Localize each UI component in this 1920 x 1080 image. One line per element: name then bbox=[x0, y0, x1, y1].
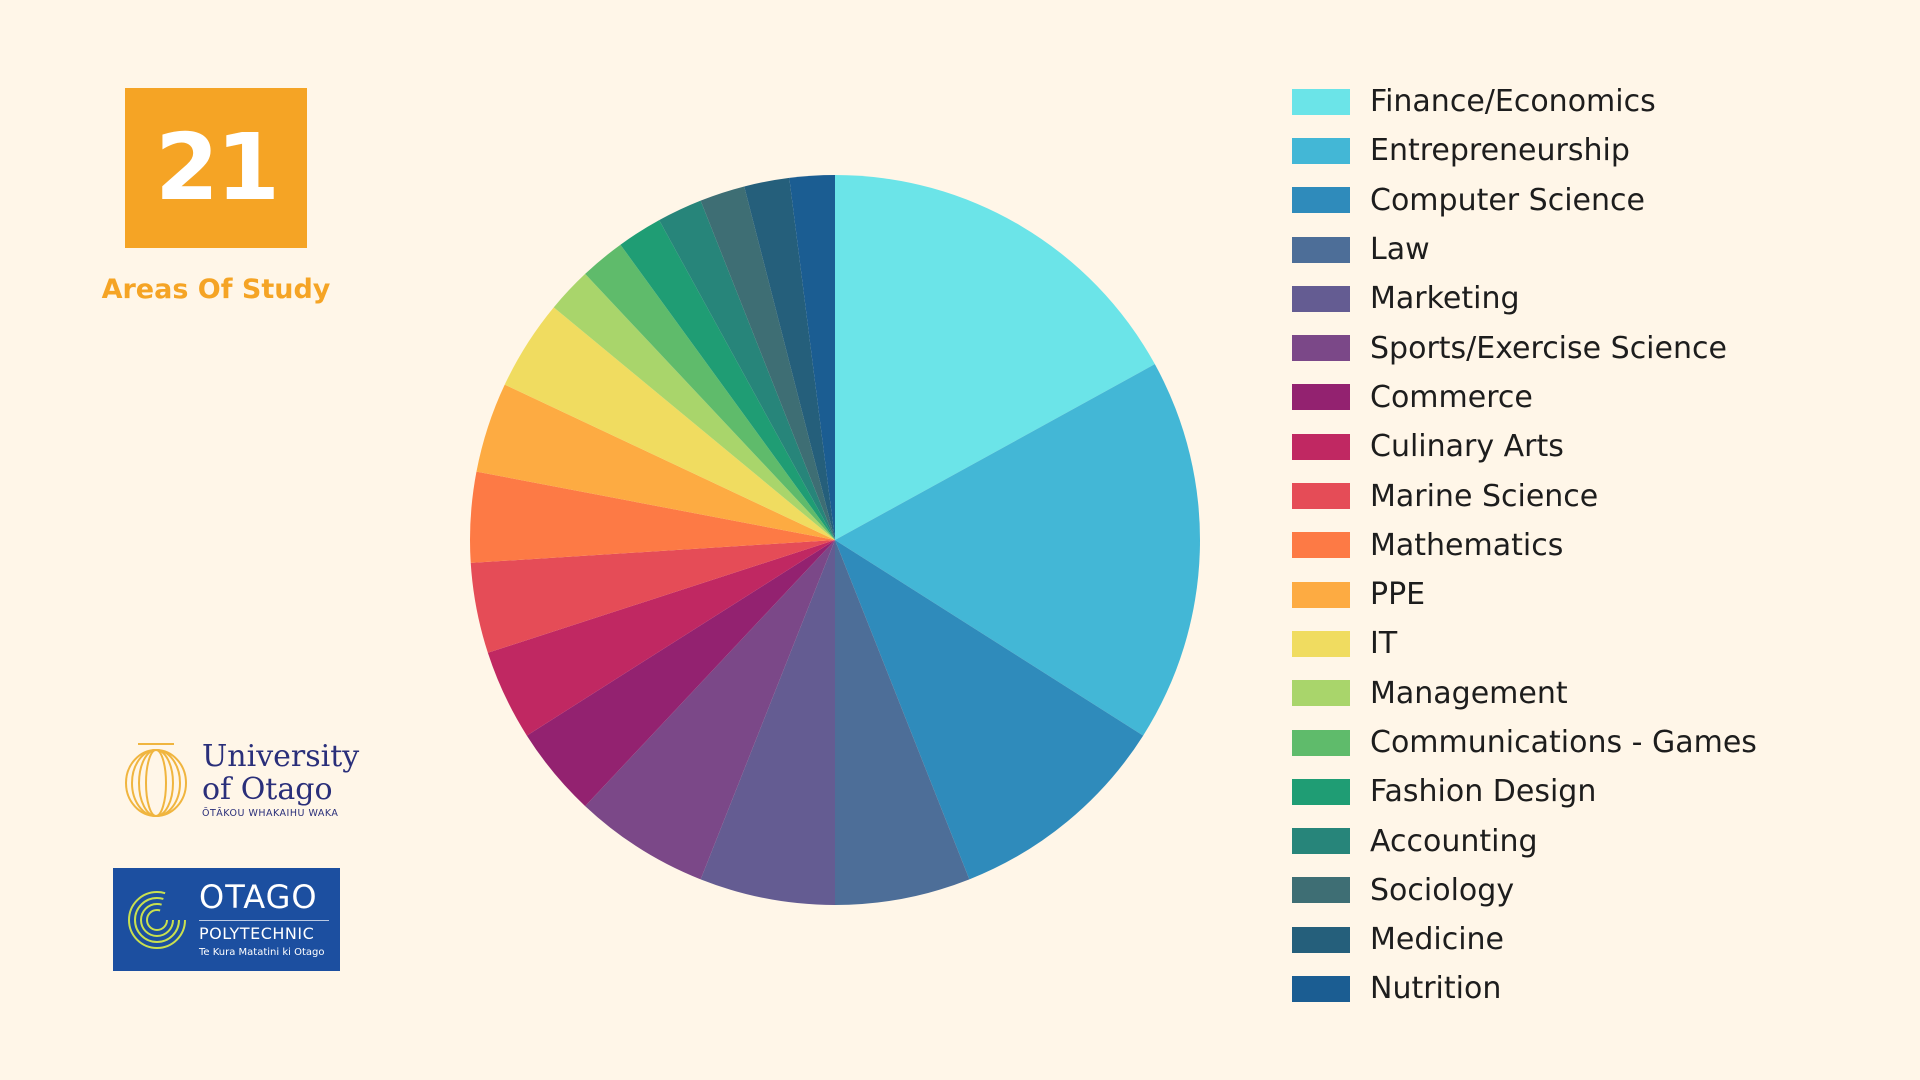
legend-item: Computer Science bbox=[1292, 176, 1757, 225]
legend-item: Marketing bbox=[1292, 274, 1757, 323]
stat-number: 21 bbox=[154, 114, 280, 221]
legend-label: Medicine bbox=[1370, 922, 1505, 958]
legend-item: Finance/Economics bbox=[1292, 77, 1757, 126]
legend-item: Nutrition bbox=[1292, 964, 1757, 1013]
legend-item: Law bbox=[1292, 225, 1757, 274]
pie-slice-nutrition bbox=[789, 175, 835, 540]
legend-label: Accounting bbox=[1370, 823, 1538, 859]
legend-swatch bbox=[1292, 877, 1350, 904]
legend-item: Mathematics bbox=[1292, 521, 1757, 570]
legend-label: Law bbox=[1370, 232, 1430, 268]
legend-swatch bbox=[1292, 187, 1350, 214]
legend-label: Marketing bbox=[1370, 281, 1520, 317]
legend-label: Sports/Exercise Science bbox=[1370, 330, 1727, 366]
chart-legend: Finance/Economics Entrepreneurship Compute… bbox=[1292, 77, 1757, 1014]
legend-swatch bbox=[1292, 532, 1350, 559]
pie-slice-accounting bbox=[659, 200, 835, 540]
pie-chart bbox=[470, 175, 1200, 905]
pie-slice-ppe bbox=[476, 384, 835, 540]
pie-slice-sociology bbox=[700, 186, 835, 540]
legend-item: Sports/Exercise Science bbox=[1292, 323, 1757, 372]
stat-box: 21 bbox=[125, 88, 307, 248]
legend-label: PPE bbox=[1370, 577, 1426, 613]
legend-label: Marine Science bbox=[1370, 478, 1599, 514]
university-subtitle: ŌTĀKOU WHAKAIHU WAKA bbox=[202, 808, 339, 819]
legend-label: Communications - Games bbox=[1370, 725, 1757, 760]
pie-slice-it bbox=[504, 307, 835, 540]
university-name-line2: of Otago bbox=[202, 772, 333, 807]
legend-label: Nutrition bbox=[1370, 971, 1502, 1007]
legend-label: Sociology bbox=[1370, 872, 1515, 908]
legend-item: Medicine bbox=[1292, 915, 1757, 964]
pie-slice-entrepreneurship bbox=[835, 364, 1200, 736]
legend-item: Fashion Design bbox=[1292, 767, 1757, 816]
legend-label: IT bbox=[1370, 626, 1398, 662]
legend-swatch bbox=[1292, 630, 1350, 657]
legend-item: Marine Science bbox=[1292, 471, 1757, 520]
pie-slice-sports-exercise-science bbox=[585, 540, 835, 880]
pie-slice-marine-science bbox=[470, 540, 835, 653]
university-of-otago-logo: University of Otago ŌTĀKOU WHAKAIHU WAKA bbox=[118, 738, 359, 822]
legend-swatch bbox=[1292, 975, 1350, 1002]
polytechnic-sub: POLYTECHNIC bbox=[199, 924, 315, 943]
legend-label: Entrepreneurship bbox=[1370, 133, 1630, 169]
legend-swatch bbox=[1292, 729, 1350, 756]
legend-swatch bbox=[1292, 778, 1350, 805]
legend-label: Finance/Economics bbox=[1370, 84, 1656, 120]
pie-slice-computer-science bbox=[835, 540, 1144, 880]
polytechnic-divider bbox=[199, 920, 329, 921]
legend-item: Communications - Games bbox=[1292, 718, 1757, 767]
pie-slice-culinary-arts bbox=[487, 540, 835, 736]
legend-swatch bbox=[1292, 335, 1350, 362]
polytechnic-tagline: Te Kura Matatini ki Otago bbox=[199, 947, 325, 958]
legend-swatch bbox=[1292, 581, 1350, 608]
pie-slice-commerce bbox=[526, 540, 835, 807]
pie-slice-mathematics bbox=[470, 471, 835, 563]
legend-swatch bbox=[1292, 285, 1350, 312]
pie-slice-finance-economics bbox=[835, 175, 1155, 540]
legend-label: Fashion Design bbox=[1370, 774, 1597, 810]
legend-item: Culinary Arts bbox=[1292, 422, 1757, 471]
pie-slice-marketing bbox=[700, 540, 835, 905]
stat-caption: Areas Of Study bbox=[101, 274, 331, 305]
legend-item: Commerce bbox=[1292, 373, 1757, 422]
legend-item: Entrepreneurship bbox=[1292, 126, 1757, 175]
polytechnic-name: OTAGO bbox=[199, 878, 318, 916]
pie-slice-management bbox=[553, 273, 835, 540]
pie-slice-communications-games bbox=[585, 244, 835, 540]
legend-label: Culinary Arts bbox=[1370, 429, 1564, 465]
legend-swatch bbox=[1292, 236, 1350, 263]
legend-label: Commerce bbox=[1370, 379, 1533, 415]
pie-slice-medicine bbox=[744, 177, 835, 541]
legend-label: Management bbox=[1370, 675, 1568, 711]
legend-item: IT bbox=[1292, 619, 1757, 668]
legend-swatch bbox=[1292, 680, 1350, 707]
legend-swatch bbox=[1292, 433, 1350, 460]
university-name: University of Otago bbox=[202, 740, 359, 806]
pie-slice-law bbox=[835, 540, 970, 905]
university-crest-icon bbox=[125, 743, 187, 817]
legend-item: Sociology bbox=[1292, 866, 1757, 915]
university-name-line1: University bbox=[202, 739, 360, 774]
legend-label: Mathematics bbox=[1370, 527, 1564, 563]
polytechnic-swirl-icon bbox=[128, 891, 186, 949]
legend-item: Management bbox=[1292, 669, 1757, 718]
otago-polytechnic-logo: OTAGO POLYTECHNIC Te Kura Matatini ki Ot… bbox=[113, 868, 340, 971]
legend-label: Computer Science bbox=[1370, 182, 1645, 218]
legend-item: Accounting bbox=[1292, 816, 1757, 865]
legend-swatch bbox=[1292, 137, 1350, 164]
legend-swatch bbox=[1292, 483, 1350, 510]
legend-item: PPE bbox=[1292, 570, 1757, 619]
legend-swatch bbox=[1292, 926, 1350, 953]
legend-swatch bbox=[1292, 384, 1350, 411]
pie-slice-fashion-design bbox=[620, 220, 835, 540]
legend-swatch bbox=[1292, 828, 1350, 855]
legend-swatch bbox=[1292, 88, 1350, 115]
